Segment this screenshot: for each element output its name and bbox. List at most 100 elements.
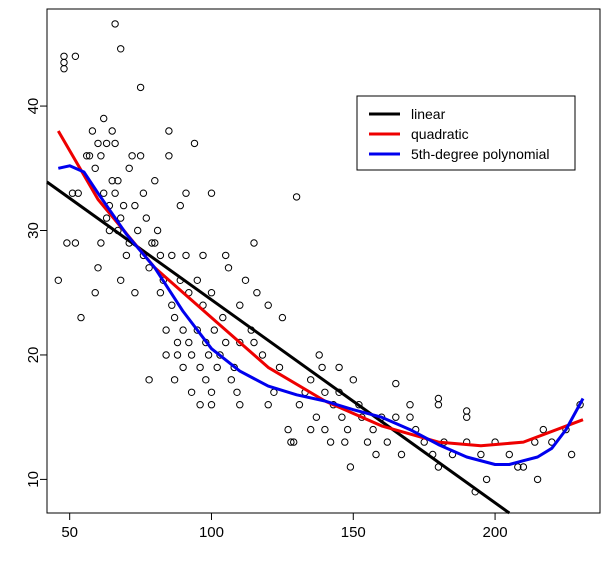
scatter-point (349, 376, 357, 384)
scatter-point (193, 276, 202, 284)
scatter-point (287, 438, 295, 446)
scatter-point (125, 164, 133, 173)
scatter-point (190, 139, 199, 148)
scatter-point (151, 177, 159, 185)
scatter-point (292, 193, 301, 201)
scatter-point (91, 164, 99, 173)
scatter-point (207, 189, 216, 197)
legend: linear quadratic 5th-degree polynomial (356, 95, 576, 171)
scatter-point (176, 201, 185, 210)
scatter-point (315, 351, 323, 359)
scatter-point (278, 313, 287, 322)
scatter-point (397, 450, 406, 459)
scatter-point (196, 363, 204, 372)
scatter-point (68, 189, 77, 197)
scatter-point (60, 65, 68, 73)
scatter-point (102, 214, 111, 222)
scatter-point (85, 152, 94, 160)
plot-frame (46, 8, 601, 514)
scatter-point (295, 401, 304, 409)
scatter-point (219, 313, 227, 322)
scatter-point (224, 264, 233, 272)
scatter-point (318, 363, 326, 372)
scatter-point (307, 425, 315, 434)
y-tick-label: 20 (25, 347, 42, 364)
scatter-point (182, 251, 190, 260)
scatter-point (341, 438, 349, 446)
legend-label-polynomial: 5th-degree polynomial (411, 146, 550, 162)
scatter-point (136, 152, 145, 160)
scatter-point (326, 438, 335, 446)
scatter-point (434, 401, 443, 409)
scatter-point (102, 139, 111, 148)
y-tick-label: 30 (25, 222, 42, 239)
x-tick-label: 50 (61, 524, 78, 541)
scatter-point (185, 338, 193, 347)
scatter-point (145, 376, 153, 384)
scatter-point (60, 58, 68, 67)
scatter-point (241, 276, 250, 284)
scatter-point (236, 338, 244, 347)
scatter-point (233, 388, 241, 396)
scatter-point (100, 189, 108, 197)
scatter-point (477, 450, 485, 459)
scatter-point (258, 351, 267, 359)
scatter-point (170, 376, 179, 384)
scatter-point (74, 189, 82, 197)
scatter-point (383, 438, 391, 446)
scatter-point (207, 388, 216, 396)
scatter-point (136, 83, 145, 92)
scatter-point (312, 413, 321, 421)
scatter-point (148, 239, 156, 247)
legend-label-linear: linear (411, 106, 446, 122)
scatter-point (94, 264, 102, 272)
scatter-point (187, 351, 196, 359)
scatter-point (162, 351, 170, 359)
scatter-point (250, 239, 258, 247)
axes: 50 100 150 200 10 20 30 40 (25, 98, 507, 541)
scatter-point (117, 276, 125, 284)
scatter-point (482, 475, 491, 484)
scatter-point (122, 251, 131, 260)
scatter-point (307, 376, 315, 384)
scatter-point (145, 264, 153, 272)
scatter-point (207, 401, 216, 409)
scatter-point (156, 251, 165, 260)
scatter-point (392, 413, 400, 421)
scatter-point (406, 413, 414, 421)
scatter-point (117, 45, 125, 53)
scatter-point (97, 152, 105, 160)
scatter-point (321, 388, 329, 396)
scatter-point (168, 251, 176, 260)
scatter-point (71, 52, 80, 60)
scatter-point (284, 425, 292, 434)
scatter-point (162, 326, 170, 334)
scatter-point (108, 127, 116, 135)
scatter-point (202, 376, 210, 384)
scatter-point (111, 189, 119, 197)
scatter-point (134, 226, 142, 235)
scatter-point (196, 401, 204, 409)
scatter-point (204, 351, 213, 359)
scatter-point (539, 425, 547, 434)
scatter-point (363, 438, 372, 446)
scatter-point (77, 313, 85, 322)
scatter-point (165, 127, 173, 135)
scatter-point (170, 313, 179, 322)
scatter-point (139, 189, 148, 197)
scatter-point (463, 407, 471, 415)
scatter-point (321, 425, 329, 434)
scatter-point (54, 276, 62, 284)
scatter-point (264, 401, 272, 409)
scatter-point (463, 413, 471, 421)
scatter-point (117, 214, 125, 222)
scatter-point (153, 226, 162, 235)
scatter-point (369, 425, 377, 434)
scatter-point (236, 401, 244, 409)
scatter-point (227, 376, 236, 384)
scatter-points (54, 20, 584, 496)
scatter-point (213, 363, 221, 372)
scatter-point (179, 363, 187, 372)
scatter-point (156, 289, 165, 297)
scatter-point (567, 450, 576, 459)
